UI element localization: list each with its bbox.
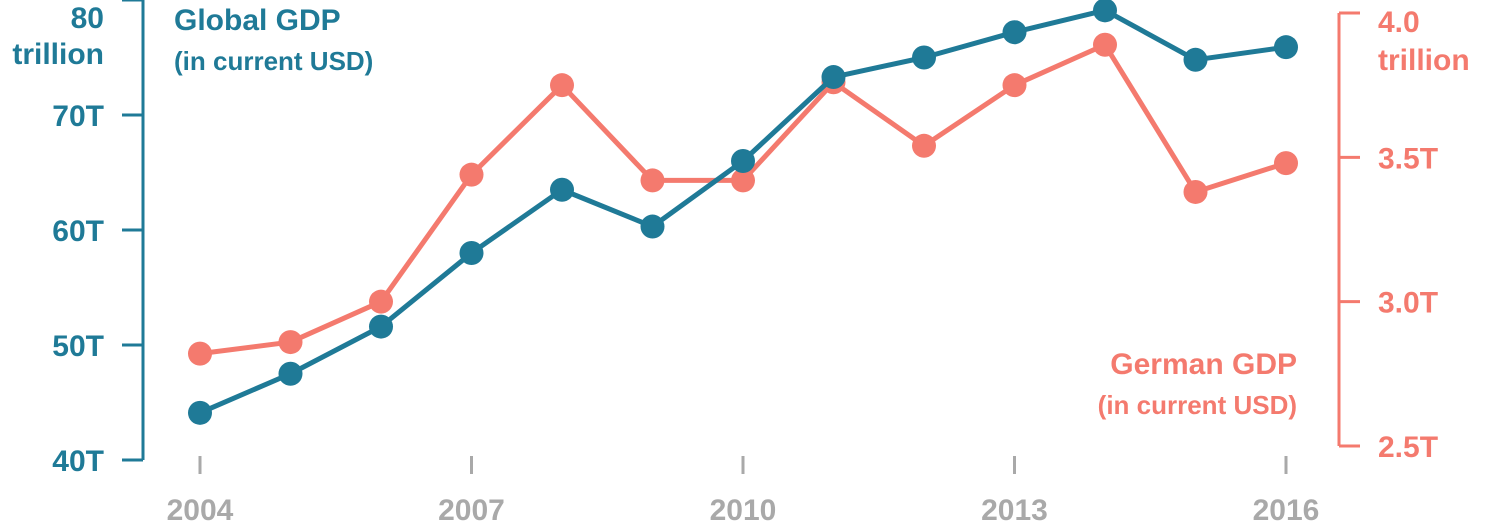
right-axis-tick-label: 3.0T: [1378, 287, 1438, 320]
global-gdp-point: [459, 241, 484, 265]
german-gdp-point: [459, 162, 484, 187]
german-gdp-point: [278, 330, 303, 355]
right-axis-tick-label: 3.5T: [1378, 142, 1438, 175]
german-gdp-point: [640, 168, 665, 193]
german-gdp-point: [1093, 32, 1117, 57]
global-gdp-point: [369, 314, 393, 339]
global-gdp-series-sublabel: (in current USD): [174, 46, 373, 76]
x-axis-tick-label: 2016: [1253, 494, 1320, 527]
left-axis-tick-label: 60T: [52, 215, 104, 248]
left-axis-tick-label: 70T: [52, 100, 104, 133]
right-y-axis: 2.5T 3.0T 3.5T 4.0 trillion: [1337, 6, 1470, 464]
german-gdp-point: [731, 168, 755, 193]
left-axis-unit-label: trillion: [12, 38, 104, 71]
x-axis: 2004 2007 2010 2013 2016: [167, 456, 1320, 527]
x-axis-tick-label: 2010: [710, 494, 777, 527]
german-gdp-series-label: German GDP: [1110, 348, 1297, 381]
german-gdp-point: [1183, 179, 1208, 204]
series-german-gdp: [188, 32, 1298, 366]
german-gdp-series-sublabel: (in current USD): [1098, 390, 1297, 420]
global-gdp-point: [640, 214, 665, 239]
left-axis-tick-label: 50T: [52, 330, 104, 363]
series-global-gdp: [188, 0, 1298, 425]
right-axis-tick-label: 2.5T: [1378, 431, 1438, 464]
left-y-axis: 40T 50T 60T 70T 80 trillion: [12, 0, 145, 478]
global-gdp-point: [731, 149, 755, 173]
left-axis-tick-label: 40T: [52, 445, 104, 478]
global-gdp-point: [1093, 0, 1117, 23]
german-gdp-point: [1274, 151, 1298, 176]
global-gdp-point: [1002, 20, 1027, 45]
global-gdp-point: [188, 400, 212, 425]
global-gdp-series-label: Global GDP: [174, 4, 341, 37]
right-axis-unit-label: trillion: [1378, 44, 1470, 77]
german-gdp-point: [1002, 73, 1027, 98]
global-gdp-point: [912, 45, 936, 70]
x-axis-tick-label: 2007: [438, 494, 505, 527]
german-gdp-point: [550, 73, 574, 98]
left-axis-top-value: 80: [71, 2, 104, 35]
german-gdp-point: [912, 133, 936, 158]
x-axis-tick-label: 2004: [167, 494, 234, 527]
right-axis-top-value: 4.0: [1378, 6, 1420, 39]
global-gdp-point: [821, 65, 846, 90]
global-gdp-point: [1183, 47, 1208, 72]
german-gdp-line: [199, 42, 1287, 357]
german-gdp-point: [188, 341, 212, 366]
x-axis-tick-label: 2013: [981, 494, 1048, 527]
global-gdp-point: [1274, 35, 1298, 60]
global-gdp-point: [278, 361, 303, 386]
german-gdp-point: [369, 289, 393, 314]
global-gdp-point: [550, 177, 574, 202]
